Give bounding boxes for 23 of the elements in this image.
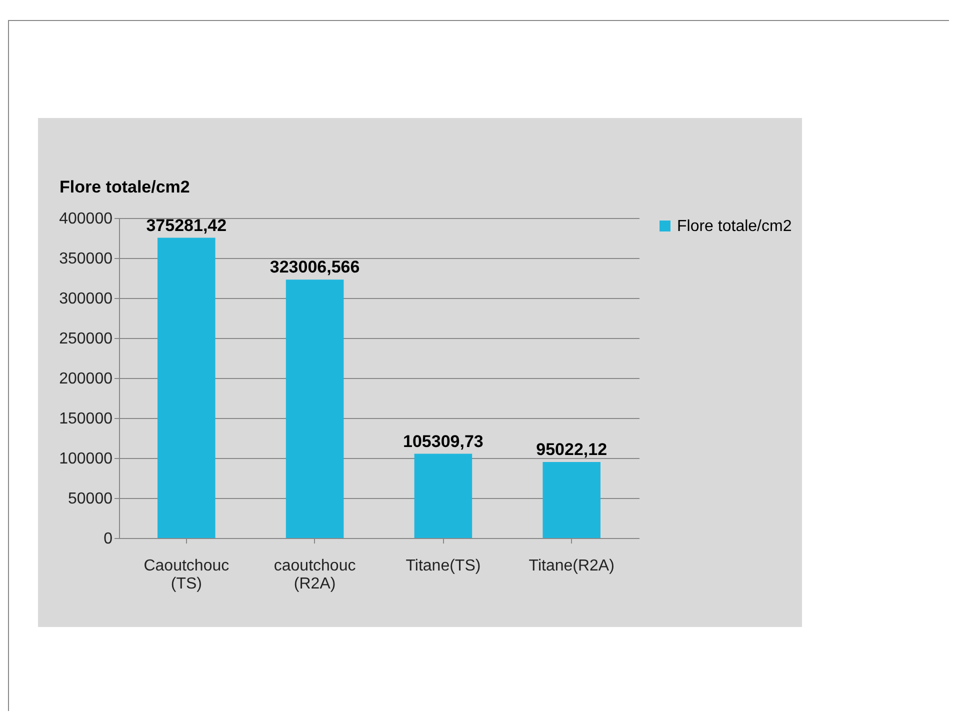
bar bbox=[158, 238, 216, 538]
x-tick-label: caoutchouc (R2A) bbox=[274, 558, 356, 592]
x-tick-label: Titane(TS) bbox=[406, 558, 481, 574]
y-tick-label: 200000 bbox=[59, 370, 113, 388]
y-tick-label: 350000 bbox=[59, 250, 113, 268]
data-label: 375281,42 bbox=[146, 216, 227, 235]
data-label: 323006,566 bbox=[270, 258, 360, 277]
data-label: 105309,73 bbox=[403, 432, 484, 451]
bar bbox=[286, 280, 344, 538]
y-tick-label: 150000 bbox=[59, 410, 113, 428]
bar bbox=[414, 454, 472, 538]
y-tick-label: 300000 bbox=[59, 290, 113, 308]
legend-label: Flore totale/cm2 bbox=[677, 218, 792, 235]
y-tick-label: 100000 bbox=[59, 450, 113, 468]
bar bbox=[542, 462, 600, 538]
y-tick-label: 0 bbox=[104, 530, 113, 548]
y-tick-label: 250000 bbox=[59, 330, 113, 348]
y-tick-label: 50000 bbox=[68, 490, 113, 508]
x-tick-label: Caoutchouc (TS) bbox=[144, 558, 230, 592]
data-label: 95022,12 bbox=[536, 440, 608, 459]
y-axis-title: Flore totale/cm2 bbox=[60, 178, 190, 196]
x-tick-label: Titane(R2A) bbox=[528, 558, 614, 574]
y-tick-label: 400000 bbox=[59, 210, 113, 228]
